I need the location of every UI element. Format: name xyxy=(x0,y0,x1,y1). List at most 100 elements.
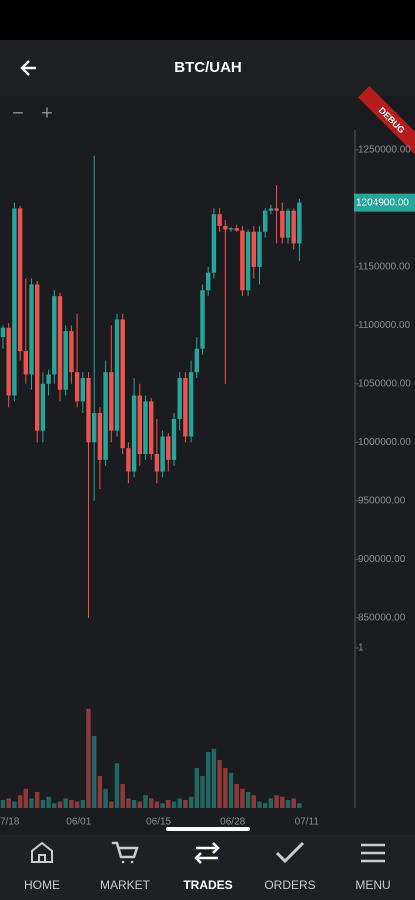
candle-body xyxy=(17,208,23,352)
y-tick-label: 950000.00 xyxy=(358,495,406,506)
volume-bar xyxy=(126,798,131,808)
market-icon[interactable] xyxy=(111,841,139,864)
y-tick-label: 1100000.00 xyxy=(358,320,411,331)
volume-bar xyxy=(69,800,74,808)
volume-bar xyxy=(80,800,85,808)
volume-bar xyxy=(131,800,137,808)
volume-bar xyxy=(52,803,57,808)
candle-body xyxy=(74,372,80,402)
volume-bar xyxy=(120,784,125,808)
nav-label[interactable]: ORDERS xyxy=(264,878,315,892)
candle-body xyxy=(0,327,6,338)
volume-bar xyxy=(211,748,217,808)
candle-body xyxy=(23,351,28,375)
candle-body xyxy=(109,372,114,431)
candle-body xyxy=(188,372,194,437)
candle-body xyxy=(12,208,17,396)
volume-bar xyxy=(57,801,63,808)
volume-bar xyxy=(109,801,114,808)
volume-bar xyxy=(245,792,251,808)
zoom-out[interactable]: − xyxy=(12,102,24,124)
candle-body xyxy=(297,202,302,244)
volume-bar xyxy=(206,752,211,808)
volume-bar xyxy=(217,760,222,808)
volume-bar xyxy=(137,801,142,808)
volume-bar xyxy=(183,800,188,808)
volume-bar xyxy=(251,795,256,808)
candle-body xyxy=(29,284,34,375)
candle-body xyxy=(80,377,85,402)
candle-body xyxy=(35,284,40,431)
candle-body xyxy=(251,231,256,267)
volume-bar xyxy=(12,801,17,808)
volume-bar xyxy=(223,768,228,808)
candle-body xyxy=(137,395,142,455)
nav-label[interactable]: TRADES xyxy=(183,878,232,892)
volume-bar xyxy=(143,795,148,808)
x-tick-label: 07/11 xyxy=(295,817,320,828)
volume-bar xyxy=(291,798,296,808)
menu-icon[interactable] xyxy=(361,843,385,863)
volume-bar xyxy=(268,798,274,808)
volume-bar xyxy=(257,801,262,808)
nav-label[interactable]: HOME xyxy=(24,878,60,892)
y-tick-label: 850000.00 xyxy=(358,612,406,623)
x-tick-label: 06/15 xyxy=(146,817,171,828)
trades-icon[interactable] xyxy=(194,842,220,864)
volume-bar xyxy=(63,798,68,808)
volume-bar xyxy=(40,800,46,808)
candle-body xyxy=(234,228,239,231)
zoom-in[interactable]: + xyxy=(41,102,53,124)
volume-bar xyxy=(297,803,302,808)
volume-bar xyxy=(263,803,268,808)
volume-bar xyxy=(103,788,108,808)
candle-body xyxy=(114,319,120,431)
candle-body xyxy=(131,395,137,472)
candle-body xyxy=(171,418,177,460)
volume-bar xyxy=(114,763,120,808)
y-tick-label: 1050000.00 xyxy=(358,378,411,389)
home-icon[interactable] xyxy=(31,841,53,863)
volume-bar xyxy=(200,776,205,808)
candle-body xyxy=(40,383,46,431)
candle-body xyxy=(274,208,279,211)
current-price-tag xyxy=(354,193,415,212)
volume-bar xyxy=(194,768,199,808)
candle-body xyxy=(149,401,154,455)
candle-body xyxy=(154,454,160,472)
x-tick-label: 7/18 xyxy=(0,817,20,828)
nav-label[interactable]: MENU xyxy=(355,878,390,892)
candle-body xyxy=(194,348,199,373)
candle-body xyxy=(206,272,211,291)
candle-body xyxy=(86,377,91,443)
candle-body xyxy=(63,331,68,390)
status-bar xyxy=(0,0,415,40)
back-button[interactable] xyxy=(20,60,36,76)
volume-bar xyxy=(160,803,165,808)
candle-body xyxy=(257,231,262,267)
volume-bar xyxy=(46,796,51,808)
candle-body xyxy=(126,448,131,472)
volume-bar xyxy=(35,792,40,808)
volume-bar xyxy=(228,772,234,808)
chart-area xyxy=(0,96,415,835)
candle-body xyxy=(166,436,171,460)
x-tick-label: 06/28 xyxy=(220,817,245,828)
orders-icon[interactable] xyxy=(275,841,305,864)
y-tick-label: 900000.00 xyxy=(358,554,406,565)
nav-label[interactable]: MARKET xyxy=(100,878,151,892)
volume-bar xyxy=(171,801,177,808)
volume-bar xyxy=(0,800,6,808)
volume-bar xyxy=(29,798,34,808)
candle-body xyxy=(217,214,222,226)
candle-body xyxy=(69,331,74,373)
volume-bar xyxy=(234,784,239,808)
candle-body xyxy=(52,296,57,375)
candle-body xyxy=(285,210,291,238)
bottom-nav xyxy=(0,835,415,900)
candle-body xyxy=(245,231,251,291)
candle-body xyxy=(263,210,268,232)
volume-bar xyxy=(166,800,171,808)
candle-body xyxy=(120,319,125,449)
